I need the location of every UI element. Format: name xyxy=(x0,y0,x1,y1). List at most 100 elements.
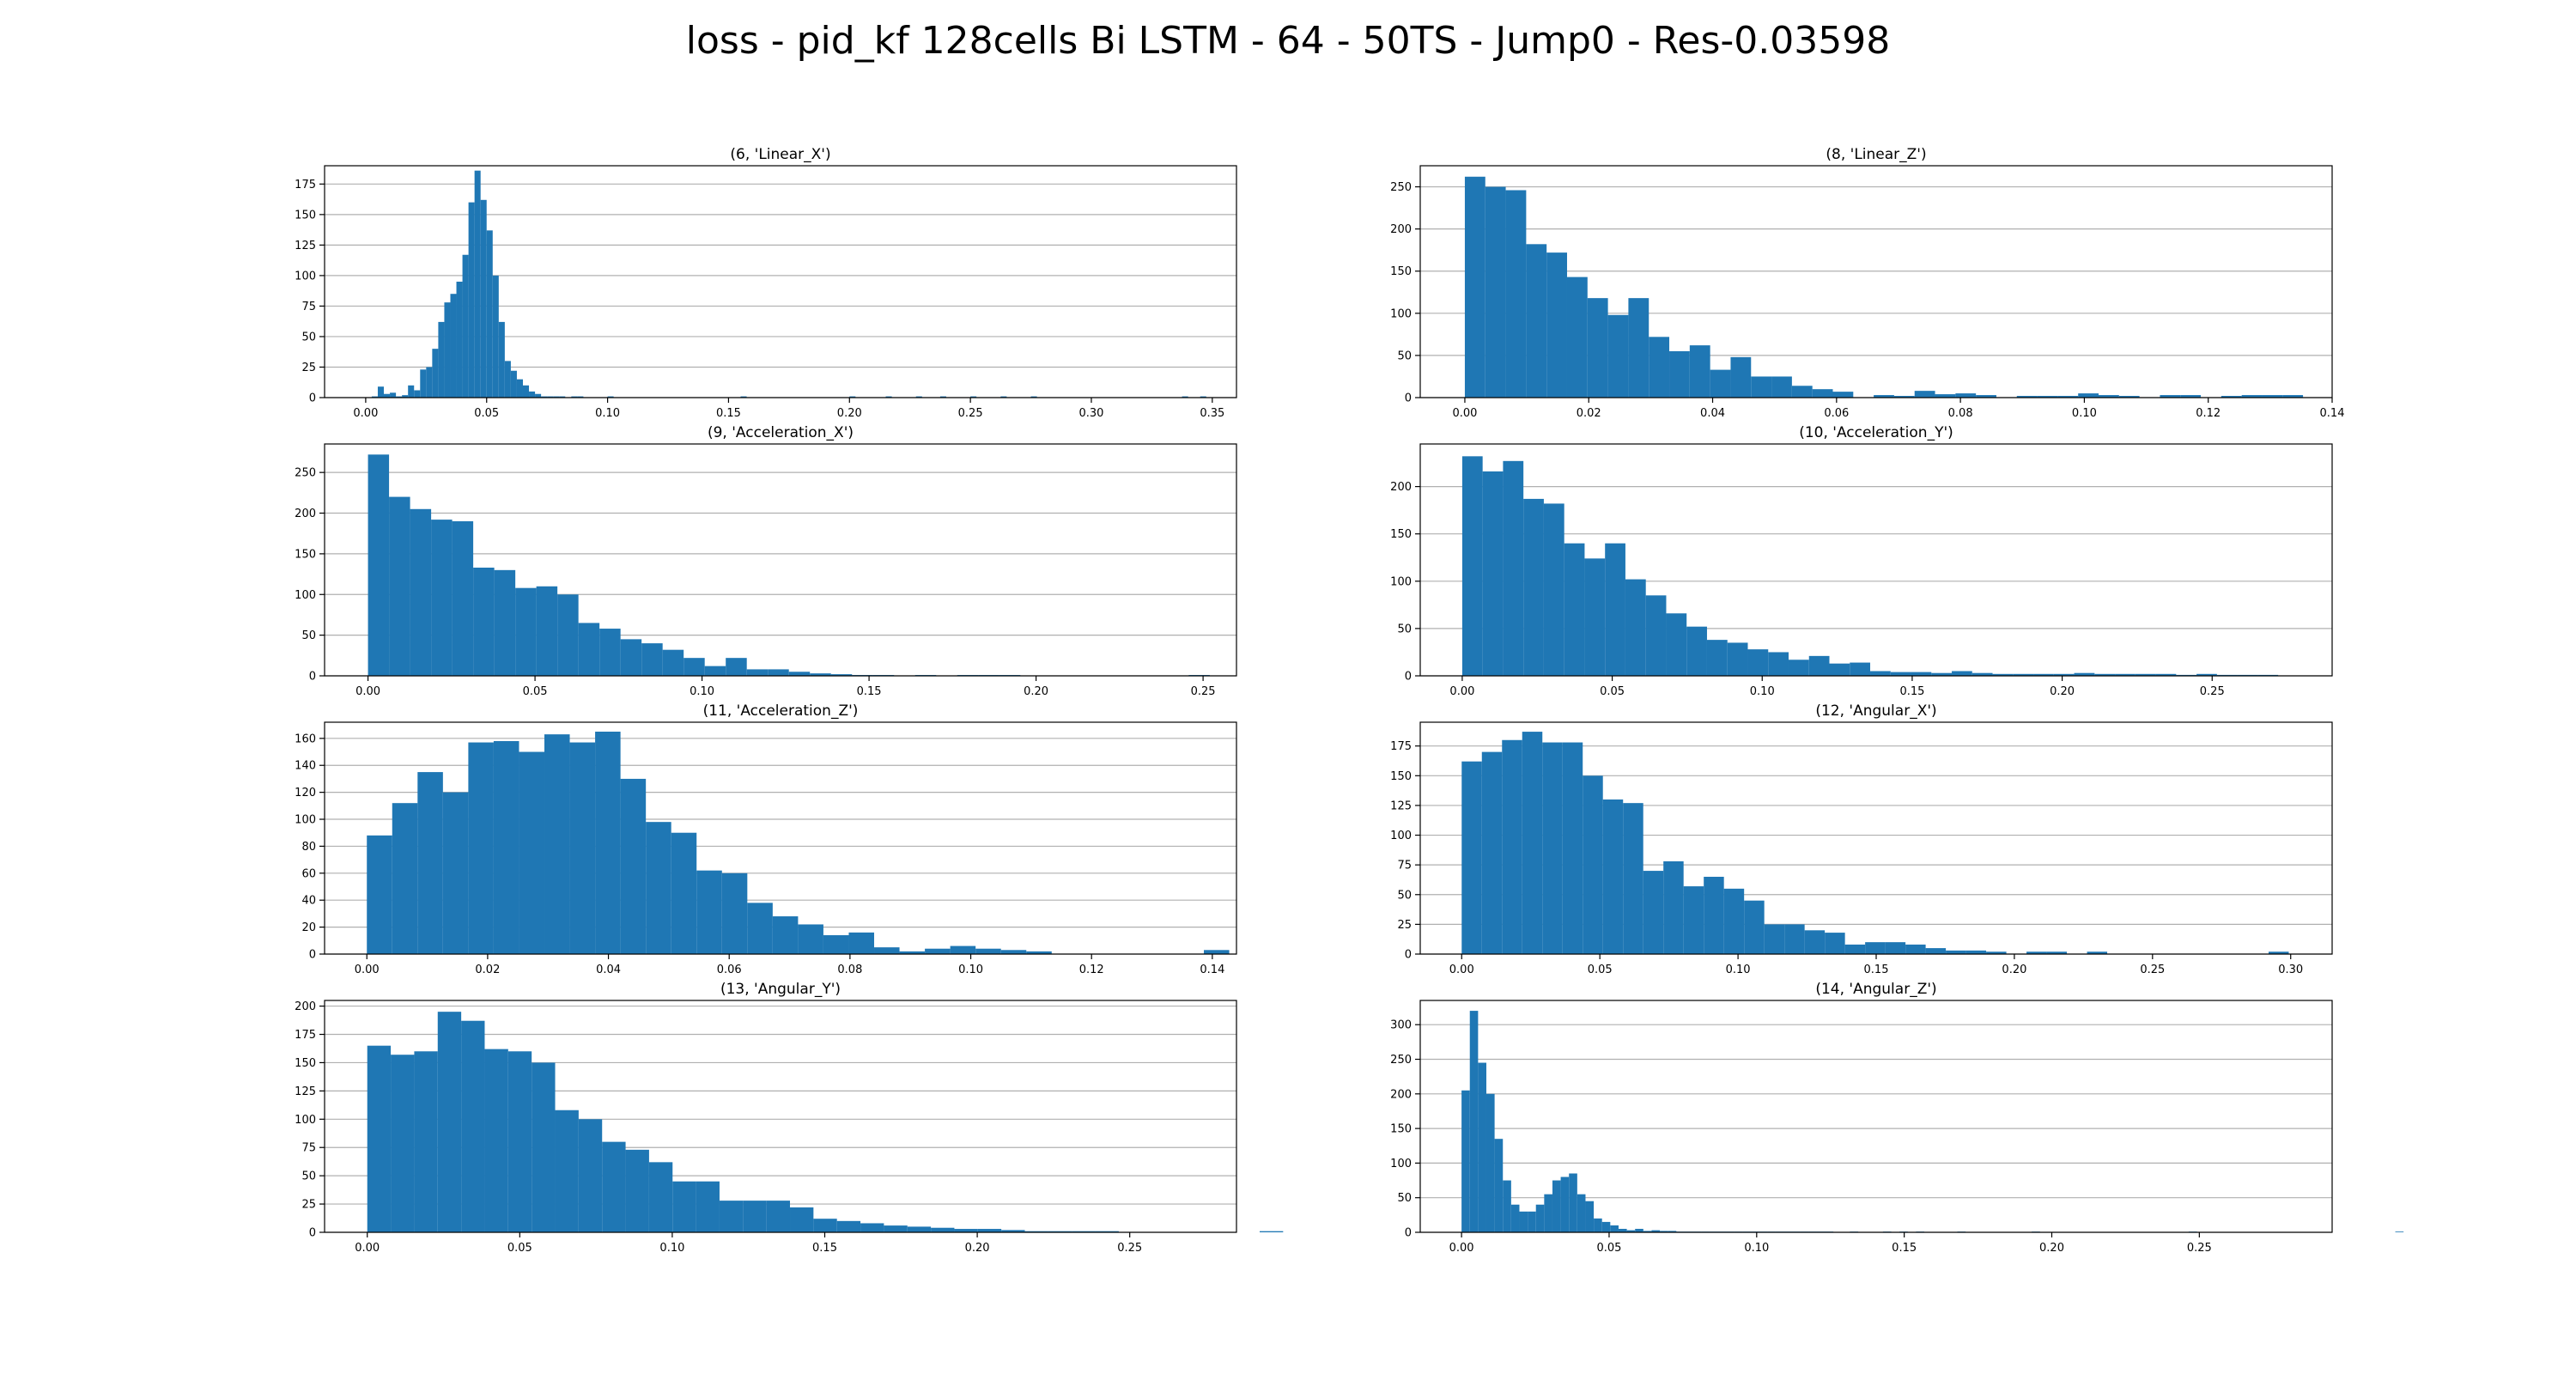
histogram-bar xyxy=(1914,391,1935,398)
y-tick-label: 25 xyxy=(301,362,316,374)
x-tick-label: 0.02 xyxy=(1577,407,1601,420)
axes-frame xyxy=(1419,165,2333,398)
x-tick-label: 0.05 xyxy=(1596,1242,1621,1255)
histogram-bar xyxy=(410,508,432,676)
histogram-bar xyxy=(704,666,726,676)
y-tick-label: 50 xyxy=(1397,889,1412,902)
histogram-bar xyxy=(1971,672,1993,676)
histogram-bar xyxy=(790,1207,814,1232)
histogram-bar xyxy=(2268,951,2289,954)
y-tick-label: 300 xyxy=(1390,1019,1412,1032)
y-tick-label: 50 xyxy=(1397,623,1412,635)
histogram-bar xyxy=(1528,1211,1536,1232)
histogram-bar xyxy=(848,932,875,954)
histogram-bar xyxy=(1870,671,1891,676)
x-tick-label: 0.15 xyxy=(1899,685,1924,698)
histogram-bar xyxy=(662,649,684,676)
histogram-bar xyxy=(1643,1231,1652,1232)
histogram-bar xyxy=(975,948,1001,954)
histogram-bar xyxy=(519,751,545,954)
histogram-bar xyxy=(420,369,427,398)
histogram-bar xyxy=(1911,672,1932,676)
histogram-bar xyxy=(1905,944,1926,954)
x-tick-label: 0.00 xyxy=(1452,407,1477,420)
histogram-bar xyxy=(1610,1225,1619,1232)
histogram-bar xyxy=(484,1049,508,1232)
histogram-panel: 0.00 0.05 0.10 0.15 0.20 0.25 0 50 100 150 200 250 (… xyxy=(295,424,1237,698)
histogram-bar xyxy=(1585,1201,1595,1232)
y-tick-label: 125 xyxy=(1390,799,1412,812)
x-tick-label: 0.20 xyxy=(1024,685,1048,698)
y-tick-label: 25 xyxy=(301,1199,316,1212)
histogram-bar xyxy=(494,569,516,676)
histogram-bar xyxy=(810,673,831,676)
histogram-bar xyxy=(766,1201,791,1232)
histogram-bar xyxy=(746,669,769,676)
histogram-bar xyxy=(1666,613,1687,676)
histogram-bar xyxy=(384,393,391,398)
histogram-bar xyxy=(390,392,397,398)
histogram-bar xyxy=(874,947,900,954)
histogram-bar xyxy=(648,1162,673,1232)
histogram-panel: 0.00 0.05 0.10 0.15 0.20 0.25 0 50 100 150 200 250 3… xyxy=(1390,981,2404,1255)
histogram-bar xyxy=(1689,345,1710,398)
y-tick-label: 150 xyxy=(1390,265,1412,278)
x-tick-label: 0.12 xyxy=(2196,407,2221,420)
y-tick-label: 150 xyxy=(295,548,316,561)
y-tick-label: 25 xyxy=(1397,919,1412,932)
histogram-bar xyxy=(646,822,671,954)
histogram-bar xyxy=(788,672,811,676)
x-tick-label: 0.30 xyxy=(2278,964,2303,976)
axes-frame xyxy=(324,721,1237,955)
histogram-bar xyxy=(414,1051,438,1232)
histogram-panel: 0.00 0.05 0.10 0.15 0.20 0.25 0.30 0 25 50 75 100 12… xyxy=(1390,702,2333,976)
histogram-bar xyxy=(515,587,537,676)
histogram-bar xyxy=(553,396,560,398)
histogram-bar xyxy=(884,1225,908,1232)
y-tick-label: 0 xyxy=(1405,1227,1412,1240)
histogram-bar xyxy=(1651,1230,1661,1232)
histogram-bar xyxy=(1505,190,1527,398)
histogram-bar xyxy=(830,674,853,676)
histogram-bar xyxy=(431,520,453,676)
histogram-bar xyxy=(1791,386,1813,398)
histogram-bar xyxy=(536,586,558,676)
histogram-bar xyxy=(696,1181,720,1232)
histogram-bar xyxy=(377,386,385,398)
histogram-bar xyxy=(1602,799,1624,954)
histogram-bar xyxy=(768,669,789,676)
histogram-bar xyxy=(529,391,536,398)
histogram-bar xyxy=(2160,395,2181,398)
histogram-bar xyxy=(743,1201,767,1232)
x-tick-label: 0.12 xyxy=(1079,964,1104,976)
y-tick-label: 200 xyxy=(295,508,316,520)
histogram-bar xyxy=(557,594,579,676)
histogram-panel: 0.00 0.05 0.10 0.15 0.20 0.25 0 50 100 150 200 (10,… xyxy=(1390,424,2333,698)
x-tick-label: 0.20 xyxy=(2002,964,2026,976)
histogram-bar xyxy=(504,361,511,398)
histogram-bar xyxy=(486,230,493,398)
x-tick-label: 0.25 xyxy=(958,407,983,420)
y-tick-label: 150 xyxy=(295,209,316,222)
histogram-bar xyxy=(931,1227,955,1232)
y-tick-label: 250 xyxy=(295,467,316,480)
histogram-bar xyxy=(1784,924,1805,954)
histogram-bar xyxy=(468,742,494,954)
y-tick-label: 0 xyxy=(309,949,316,962)
histogram-bar xyxy=(1502,739,1522,954)
x-tick-label: 0.25 xyxy=(1117,1242,1142,1255)
histogram-bar xyxy=(1182,396,1188,398)
y-tick-label: 75 xyxy=(301,1142,316,1155)
y-tick-label: 0 xyxy=(1405,392,1412,405)
histogram-bar xyxy=(1577,1194,1586,1232)
histogram-bar xyxy=(977,1229,1002,1232)
histogram-bar xyxy=(899,951,926,954)
histogram-bar xyxy=(498,321,505,398)
y-tick-label: 175 xyxy=(1390,740,1412,753)
x-tick-label: 0.10 xyxy=(1750,685,1775,698)
histogram-bar xyxy=(442,792,469,954)
x-tick-label: 0.06 xyxy=(1824,407,1849,420)
histogram-bar xyxy=(444,302,451,398)
histogram-bar xyxy=(772,916,799,954)
y-tick-label: 150 xyxy=(1390,1123,1412,1136)
